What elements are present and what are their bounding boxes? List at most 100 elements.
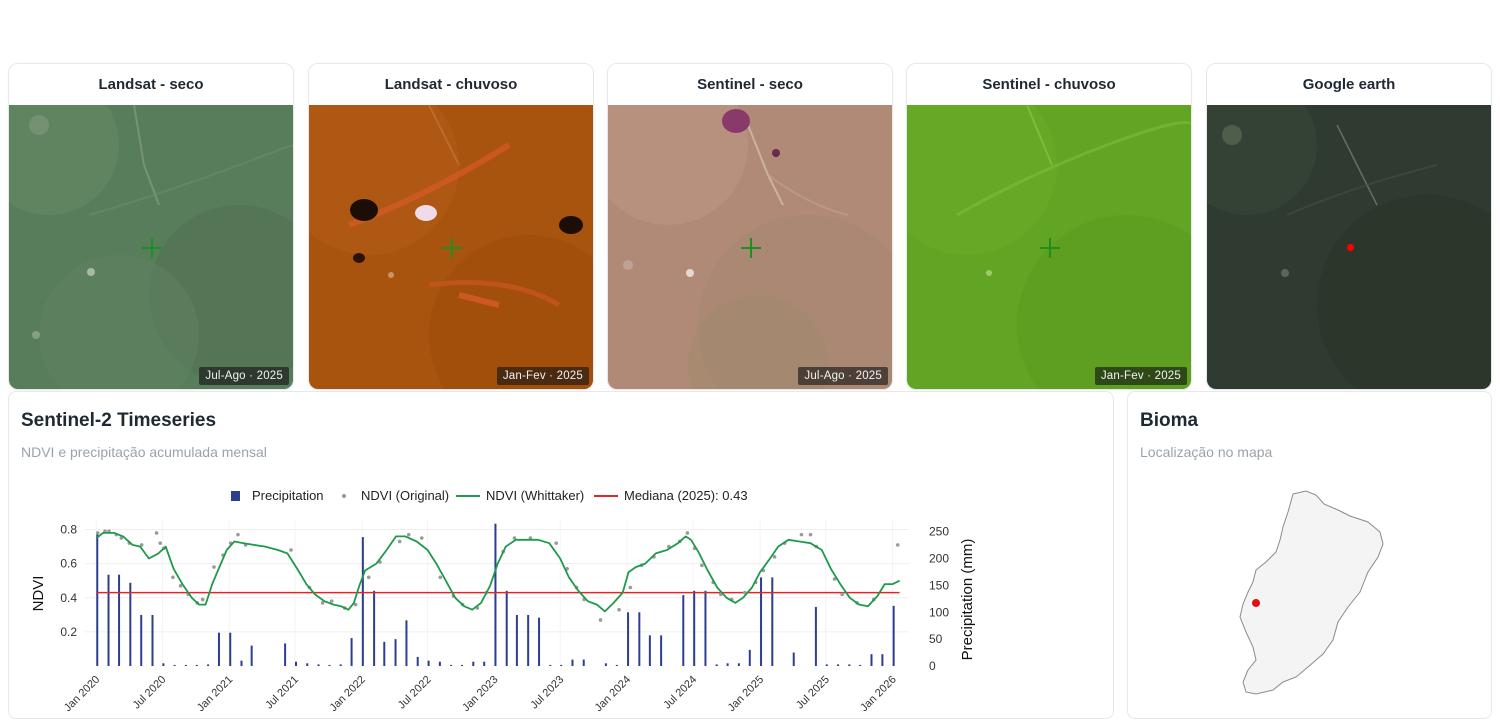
precip-bar xyxy=(461,664,464,666)
ndvi-chart: 0.2 0.4 0.6 0.8 0 50 100 150 200 250 Jan 2020 Jul 2… xyxy=(30,488,976,714)
precip-bar xyxy=(250,645,253,666)
ndvi-original-point xyxy=(212,565,216,569)
y2-tick-label: 200 xyxy=(929,552,949,566)
satellite-image: Jul-Ago · 2025 xyxy=(608,105,892,389)
precip-bar xyxy=(771,577,774,666)
ndvi-original-point xyxy=(95,531,100,535)
tile-landsat-dry[interactable]: Landsat - seco Jul-Ago · 2025 xyxy=(8,63,294,390)
satellite-tiles: Landsat - seco Jul-Ago · 2025 Landsat - … xyxy=(8,63,1492,390)
precip-bar xyxy=(294,661,297,666)
date-badge: Jul-Ago · 2025 xyxy=(798,367,888,385)
ndvi-original-point xyxy=(366,575,371,580)
x-tick-label: Jan 2021 xyxy=(195,674,235,714)
legend-label-precipitation: Precipitation xyxy=(252,488,324,503)
precip-bar xyxy=(515,614,518,666)
timeseries-card: Sentinel-2 Timeseries NDVI e precipitaçã… xyxy=(8,391,1114,719)
precip-bar xyxy=(814,606,817,666)
ndvi-original-point xyxy=(119,536,124,540)
precip-bar xyxy=(151,614,154,666)
precip-bar xyxy=(339,664,342,666)
precip-bar xyxy=(715,664,718,666)
precip-bar xyxy=(427,660,430,666)
tile-sentinel-wet[interactable]: Sentinel - chuvoso Jan-Fev · 2025 xyxy=(906,63,1192,390)
precip-bar xyxy=(825,664,828,666)
ndvi-original-point xyxy=(840,592,844,597)
x-tick-label: Jan 2025 xyxy=(726,674,766,714)
precip-bar xyxy=(494,523,497,666)
precip-bar xyxy=(229,632,232,666)
precip-bar xyxy=(527,614,530,666)
precip-bar xyxy=(350,638,353,666)
x-tick-label: Jul 2020 xyxy=(131,674,169,712)
tile-title: Landsat - chuvoso xyxy=(309,64,593,105)
satellite-image: Jan-Fev · 2025 xyxy=(907,105,1191,389)
precip-bar xyxy=(892,605,895,666)
ndvi-whittaker-line xyxy=(95,531,900,613)
precip-bar xyxy=(760,577,763,666)
precip-bar xyxy=(173,664,176,666)
tile-sentinel-dry[interactable]: Sentinel - seco Jul-Ago · 2025 xyxy=(607,63,893,390)
satellite-image: Jul-Ago · 2025 xyxy=(9,105,293,389)
card-title: Sentinel-2 Timeseries xyxy=(21,410,217,431)
precip-bar xyxy=(648,635,651,666)
ndvi-original-point xyxy=(438,575,443,580)
legend-swatch-ndvi-original xyxy=(342,494,346,498)
precip-bar xyxy=(660,635,663,666)
card-subtitle: Localização no mapa xyxy=(1140,444,1273,460)
precip-bar xyxy=(792,652,795,666)
ndvi-original-point xyxy=(406,532,411,537)
tile-landsat-wet[interactable]: Landsat - chuvoso Jan-Fev · 2025 xyxy=(308,63,594,390)
precip-bar xyxy=(627,612,630,666)
date-badge: Jan-Fev · 2025 xyxy=(496,367,589,385)
y2-tick-label: 50 xyxy=(929,632,943,646)
x-tick-label: Jul 2024 xyxy=(661,674,699,712)
tile-title: Sentinel - seco xyxy=(608,64,892,105)
ndvi-original-point xyxy=(808,532,813,537)
y-axis-label: NDVI xyxy=(30,576,47,612)
precip-bar xyxy=(416,656,419,666)
precip-bar xyxy=(472,661,475,666)
precip-bar xyxy=(306,663,309,666)
precip-bar xyxy=(96,534,99,666)
ndvi-original-point xyxy=(554,541,559,545)
y-tick-label: 0.6 xyxy=(60,557,77,571)
legend-label-ndvi-original: NDVI (Original) xyxy=(361,488,449,503)
x-tick-label: Jan 2023 xyxy=(460,674,500,714)
y-tick-label: 0.2 xyxy=(60,625,77,639)
ndvi-original-point xyxy=(353,602,358,607)
x-tick-label: Jul 2022 xyxy=(396,674,434,712)
ndvi-original-point xyxy=(419,536,424,540)
center-marker xyxy=(1040,238,1060,258)
bioma-card: Bioma Localização no mapa xyxy=(1127,391,1492,719)
date-badge: Jan-Fev · 2025 xyxy=(1094,367,1187,385)
precip-bar xyxy=(317,664,320,666)
precip-bar xyxy=(361,537,364,666)
precip-bar xyxy=(450,664,453,666)
y2-tick-label: 100 xyxy=(929,605,949,619)
location-dot xyxy=(1252,599,1260,607)
tile-google-earth[interactable]: Google earth xyxy=(1206,63,1492,390)
precip-bar xyxy=(748,649,751,666)
precip-bar xyxy=(107,574,110,666)
x-tick-label: Jan 2024 xyxy=(593,674,633,714)
x-tick-label: Jul 2023 xyxy=(528,674,566,712)
legend-swatch-precipitation xyxy=(231,491,240,501)
precip-bar xyxy=(682,595,685,666)
x-tick-label: Jan 2020 xyxy=(62,674,102,714)
ndvi-original-point xyxy=(799,532,804,537)
precip-bar xyxy=(604,663,607,666)
card-subtitle: NDVI e precipitação acumulada mensal xyxy=(21,444,267,460)
precip-bar xyxy=(184,664,187,666)
biome-map[interactable] xyxy=(1128,392,1493,718)
precip-bar xyxy=(549,664,552,666)
precip-bar xyxy=(638,612,641,666)
precip-bar xyxy=(737,663,740,666)
ndvi-original-point xyxy=(512,536,517,540)
x-tick-label: Jan 2026 xyxy=(858,674,898,714)
ndvi-original-point xyxy=(154,531,159,535)
y2-tick-label: 0 xyxy=(929,659,936,673)
y-tick-label: 0.4 xyxy=(60,591,77,605)
ndvi-original-point xyxy=(772,555,777,559)
precip-bar xyxy=(195,664,198,666)
card-title: Bioma xyxy=(1140,410,1199,431)
